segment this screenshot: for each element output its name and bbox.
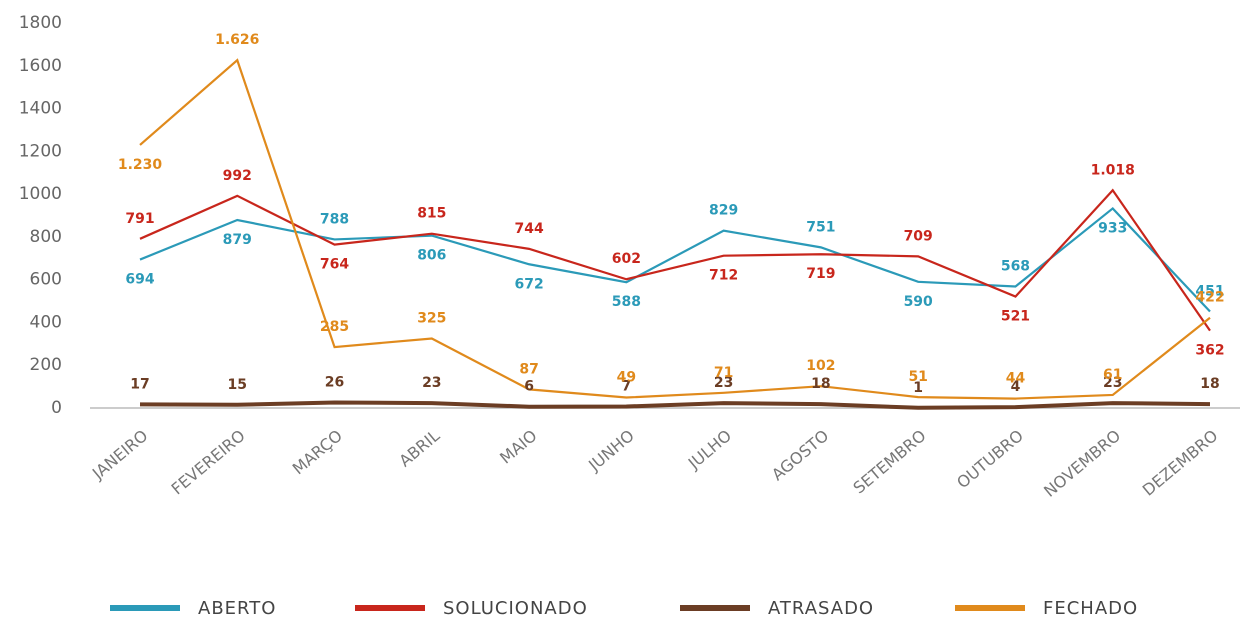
x-tick-label: OUTUBRO — [953, 426, 1027, 492]
data-label: 61 — [1103, 367, 1122, 383]
x-tick-label: JUNHO — [584, 426, 638, 475]
y-tick-label: 0 — [51, 398, 62, 418]
x-tick-label: NOVEMBRO — [1040, 426, 1124, 501]
data-label: 829 — [709, 203, 738, 219]
y-tick-label: 1000 — [19, 184, 62, 204]
data-label: 26 — [325, 374, 344, 390]
data-label: 87 — [519, 361, 538, 377]
x-tick-label: JANEIRO — [88, 426, 151, 484]
y-tick-label: 200 — [30, 355, 62, 375]
data-label: 49 — [617, 370, 636, 386]
data-label: 709 — [904, 228, 933, 244]
data-label: 23 — [422, 375, 441, 391]
data-label: 7 — [621, 379, 631, 395]
x-tick-label: DEZEMBRO — [1139, 426, 1222, 500]
data-label: 694 — [125, 272, 154, 288]
data-label: 1.018 — [1091, 162, 1135, 178]
data-label: 6 — [524, 379, 534, 395]
x-tick-label: SETEMBRO — [850, 426, 930, 498]
data-label: 71 — [714, 365, 733, 381]
data-label: 933 — [1098, 220, 1127, 236]
legend-label: SOLUCIONADO — [443, 598, 588, 619]
y-tick-label: 800 — [30, 227, 62, 247]
data-label: 719 — [806, 266, 835, 282]
line — [139, 58, 1211, 400]
y-tick-label: 1800 — [19, 13, 62, 33]
data-label: 879 — [223, 232, 252, 248]
data-label: 325 — [417, 310, 446, 326]
data-label: 712 — [709, 268, 738, 284]
data-label: 1.626 — [215, 32, 259, 48]
data-label: 1 — [913, 380, 923, 396]
data-label: 44 — [1006, 371, 1026, 387]
data-label: 672 — [514, 276, 543, 292]
y-tick-label: 1400 — [19, 99, 62, 119]
legend-label: FECHADO — [1043, 598, 1138, 619]
data-label: 815 — [417, 206, 446, 222]
data-label: 362 — [1195, 343, 1224, 359]
data-label: 23 — [1103, 375, 1122, 391]
data-label: 791 — [125, 211, 154, 227]
data-label: 18 — [1200, 376, 1219, 392]
legend-label: ATRASADO — [768, 598, 874, 619]
data-label: 751 — [806, 219, 835, 235]
data-label: 521 — [1001, 309, 1030, 325]
legend-label: ABERTO — [198, 598, 276, 619]
y-tick-label: 1200 — [19, 141, 62, 161]
data-label: 4 — [1011, 379, 1021, 395]
line — [139, 188, 1211, 332]
data-label: 764 — [320, 257, 349, 273]
y-tick-label: 400 — [30, 312, 62, 332]
line — [139, 400, 1211, 410]
data-label: 422 — [1195, 290, 1224, 306]
data-label: 590 — [904, 294, 933, 310]
x-tick-label: FEVEREIRO — [168, 426, 249, 498]
data-label: 588 — [612, 294, 641, 310]
data-label: 451 — [1195, 284, 1224, 300]
x-tick-label: ABRIL — [395, 426, 443, 471]
data-label: 23 — [714, 375, 733, 391]
x-tick-label: MARÇO — [289, 426, 346, 478]
data-label: 1.230 — [118, 157, 163, 173]
data-label: 51 — [908, 369, 927, 385]
data-label: 568 — [1001, 259, 1030, 275]
data-label: 806 — [417, 248, 446, 264]
data-label: 788 — [320, 211, 349, 227]
data-label: 992 — [223, 168, 252, 184]
data-label: 18 — [811, 376, 830, 392]
x-tick-label: MAIO — [496, 426, 540, 468]
x-tick-label: AGOSTO — [768, 426, 832, 484]
x-tick-label: JULHO — [684, 426, 735, 473]
data-label: 102 — [806, 358, 835, 374]
y-tick-label: 1600 — [19, 56, 62, 76]
data-label: 602 — [612, 251, 641, 267]
y-tick-label: 600 — [30, 270, 62, 290]
data-label: 17 — [130, 376, 149, 392]
data-label: 744 — [514, 221, 543, 237]
data-label: 15 — [228, 377, 247, 393]
data-label: 285 — [320, 319, 349, 335]
